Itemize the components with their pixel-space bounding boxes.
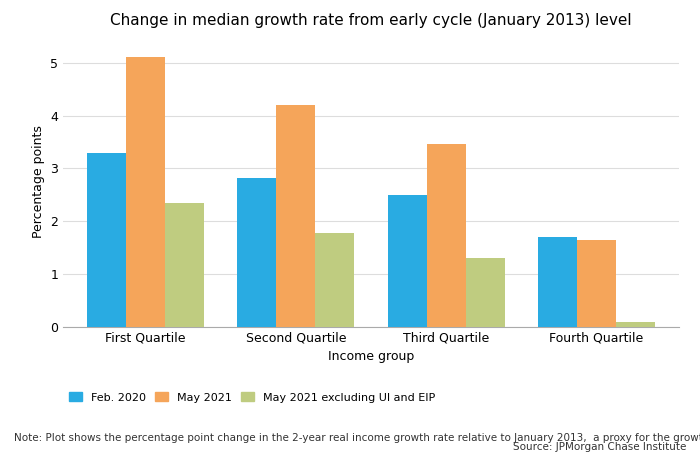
Bar [87,153,126,327]
Bar [577,240,616,327]
Bar [126,58,165,327]
Bar [237,178,276,327]
Text: Note: Plot shows the percentage point change in the 2-year real income growth ra: Note: Plot shows the percentage point ch… [14,433,700,443]
Bar [165,203,204,327]
Bar [616,322,655,327]
Bar [538,237,577,327]
Text: Source: JPMorgan Chase Institute: Source: JPMorgan Chase Institute [512,442,686,452]
Title: Change in median growth rate from early cycle (January 2013) level: Change in median growth rate from early … [110,13,632,28]
X-axis label: Income group: Income group [328,350,414,363]
Y-axis label: Percentage points: Percentage points [32,125,45,238]
Bar [316,233,354,327]
Legend: Feb. 2020, May 2021, May 2021 excluding UI and EIP: Feb. 2020, May 2021, May 2021 excluding … [69,392,435,403]
Bar [466,258,505,327]
Bar [388,195,426,327]
Bar [276,105,316,327]
Bar [426,143,466,327]
